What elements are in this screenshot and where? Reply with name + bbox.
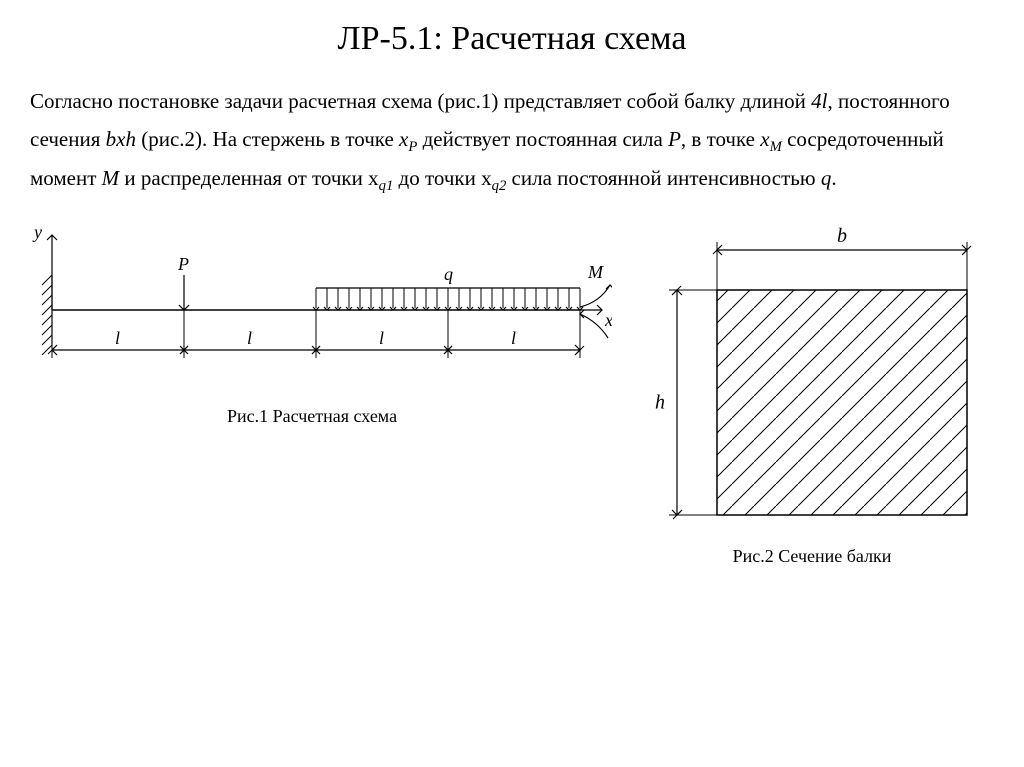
page-title: ЛР-5.1: Расчетная схема <box>0 0 1024 83</box>
desc-text: Согласно постановке задачи расчетная схе… <box>30 89 811 113</box>
desc-q: q <box>821 166 832 190</box>
svg-text:l: l <box>115 328 120 348</box>
desc-text: и распределенная от точки <box>119 166 368 190</box>
svg-text:l: l <box>247 328 252 348</box>
svg-text:h: h <box>655 392 665 414</box>
desc-xq2-sub: q2 <box>492 179 507 195</box>
cross-section-diagram: bh <box>622 220 1002 540</box>
svg-text:l: l <box>511 328 516 348</box>
figure-2-caption: Рис.2 Сечение балки <box>622 546 1002 567</box>
svg-text:y: y <box>32 222 42 242</box>
desc-text: действует постоянная сила <box>417 127 668 151</box>
desc-xq2: x <box>481 166 492 190</box>
figure-2-container: bh Рис.2 Сечение балки <box>622 220 1002 567</box>
figure-1-caption: Рис.1 Расчетная схема <box>12 406 612 427</box>
desc-P: P <box>668 127 681 151</box>
desc-text: . <box>831 166 836 190</box>
desc-xP-sub: P <box>408 139 417 155</box>
svg-text:x: x <box>604 310 612 330</box>
svg-text:M: M <box>587 262 604 282</box>
desc-xq1: x <box>368 166 379 190</box>
desc-text: сила постоянной интенсивностью <box>506 166 821 190</box>
figure-1-container: y x Pq Ml l l l Рис.1 Расчетная схема <box>12 220 612 427</box>
svg-text:P: P <box>177 254 189 274</box>
desc-text: (рис.2). На стержень в точке <box>136 127 399 151</box>
desc-4l: 4l <box>811 89 827 113</box>
desc-bxh: bxh <box>106 127 136 151</box>
desc-text: до точки <box>393 166 481 190</box>
figures-row: yxPqMllll Рис.1 Расчетная схема bh Рис.2… <box>0 220 1024 567</box>
page: ЛР-5.1: Расчетная схема Согласно постано… <box>0 0 1024 767</box>
desc-M: M <box>102 166 120 190</box>
svg-text:q: q <box>444 264 453 284</box>
desc-text: , в точке <box>681 127 760 151</box>
beam-diagram: y x Pq Ml l l l <box>12 220 612 400</box>
svg-text:b: b <box>837 225 847 247</box>
desc-xM: x <box>760 127 769 151</box>
svg-text:l: l <box>379 328 384 348</box>
desc-xP: x <box>399 127 408 151</box>
desc-xq1-sub: q1 <box>379 179 394 195</box>
desc-xM-sub: M <box>770 139 782 155</box>
problem-description: Согласно постановке задачи расчетная схе… <box>0 83 1024 220</box>
